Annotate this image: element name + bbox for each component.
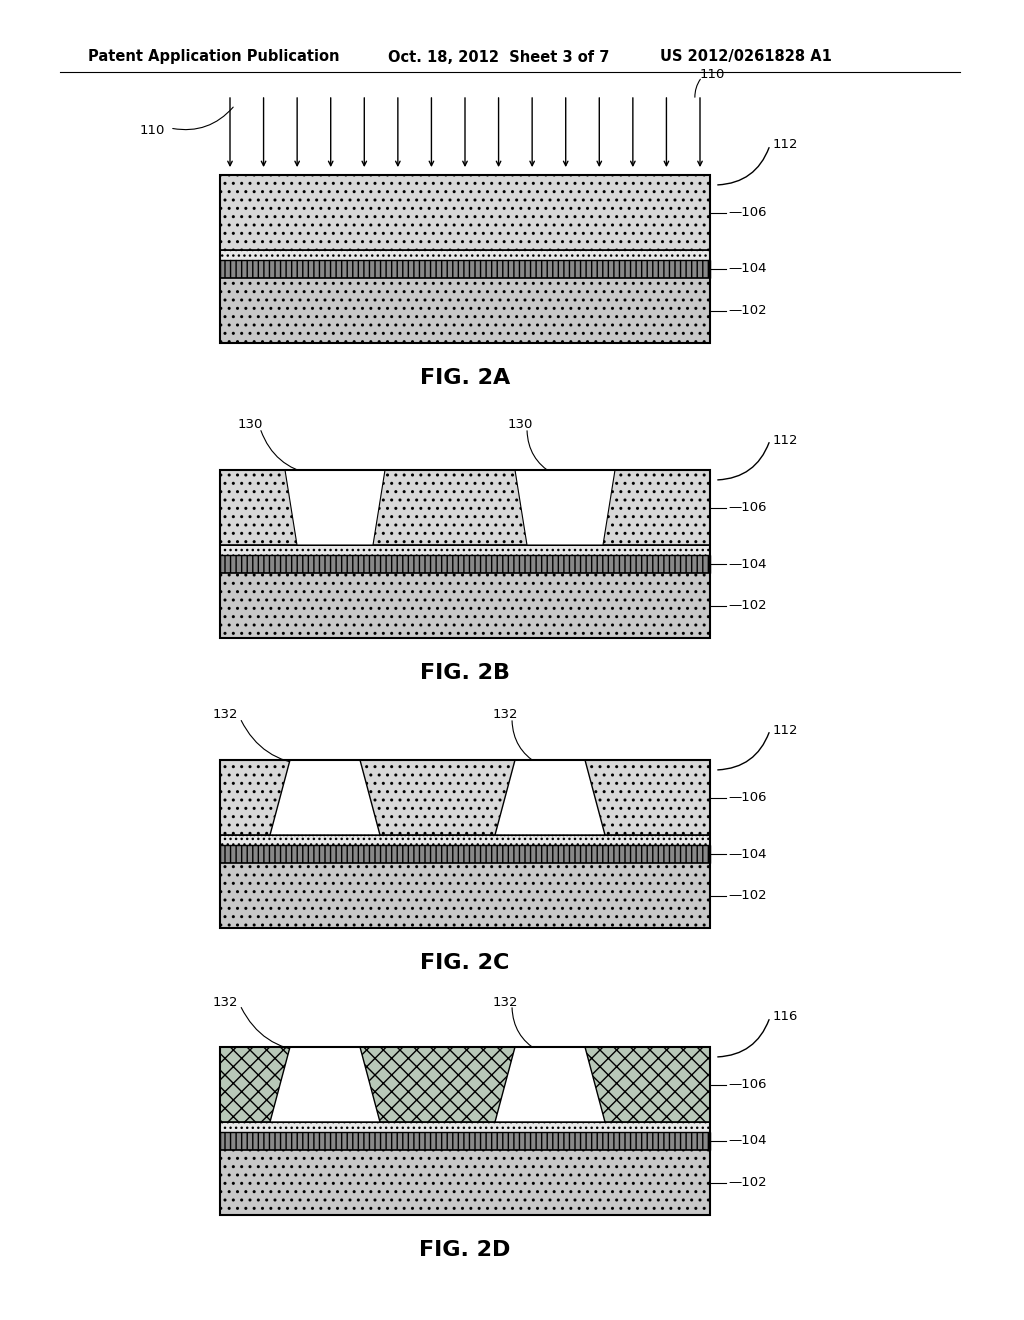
Bar (220, 573, 710, 638)
Bar (220, 1122, 710, 1133)
Text: 132: 132 (493, 709, 518, 722)
Polygon shape (495, 1047, 605, 1122)
Bar (220, 470, 710, 638)
Text: US 2012/0261828 A1: US 2012/0261828 A1 (660, 49, 831, 65)
Text: 116: 116 (773, 1011, 799, 1023)
Text: 132: 132 (212, 709, 238, 722)
Text: FIG. 2B: FIG. 2B (420, 663, 510, 682)
Bar (220, 863, 710, 928)
Text: —104: —104 (728, 263, 767, 276)
Text: —102: —102 (728, 599, 767, 612)
Polygon shape (515, 470, 615, 545)
Polygon shape (285, 470, 385, 545)
Text: Oct. 18, 2012  Sheet 3 of 7: Oct. 18, 2012 Sheet 3 of 7 (388, 49, 609, 65)
Text: 130: 130 (507, 418, 532, 432)
Bar (220, 260, 710, 279)
Text: 112: 112 (773, 139, 799, 152)
Bar (220, 176, 710, 343)
Bar (220, 1150, 710, 1214)
Text: —106: —106 (728, 206, 767, 219)
Bar (220, 470, 710, 545)
Bar (220, 279, 710, 343)
Text: —102: —102 (728, 304, 767, 317)
Text: FIG. 2D: FIG. 2D (419, 1239, 511, 1261)
Text: —104: —104 (728, 847, 767, 861)
Bar (220, 249, 710, 260)
Text: —102: —102 (728, 1176, 767, 1189)
Polygon shape (495, 760, 605, 836)
Bar (220, 554, 710, 573)
Text: FIG. 2A: FIG. 2A (420, 368, 510, 388)
Text: —104: —104 (728, 557, 767, 570)
Bar (220, 1133, 710, 1150)
Polygon shape (270, 1047, 380, 1122)
Text: —104: —104 (728, 1134, 767, 1147)
Text: —106: —106 (728, 1078, 767, 1092)
Text: Patent Application Publication: Patent Application Publication (88, 49, 340, 65)
Bar (220, 836, 710, 845)
Bar (220, 760, 710, 928)
Bar (220, 1047, 710, 1122)
Text: 112: 112 (773, 433, 799, 446)
Text: 112: 112 (773, 723, 799, 737)
Text: —102: —102 (728, 888, 767, 902)
Text: 132: 132 (493, 995, 518, 1008)
Bar (220, 545, 710, 554)
Text: FIG. 2C: FIG. 2C (420, 953, 510, 973)
Polygon shape (270, 760, 380, 836)
Text: —106: —106 (728, 791, 767, 804)
Bar (220, 845, 710, 863)
Bar (220, 1047, 710, 1214)
Bar (220, 760, 710, 836)
Text: 110: 110 (700, 69, 725, 82)
Text: 132: 132 (212, 995, 238, 1008)
Bar (220, 176, 710, 249)
Text: 110: 110 (139, 124, 165, 136)
Text: —106: —106 (728, 502, 767, 513)
Text: 130: 130 (238, 418, 263, 432)
